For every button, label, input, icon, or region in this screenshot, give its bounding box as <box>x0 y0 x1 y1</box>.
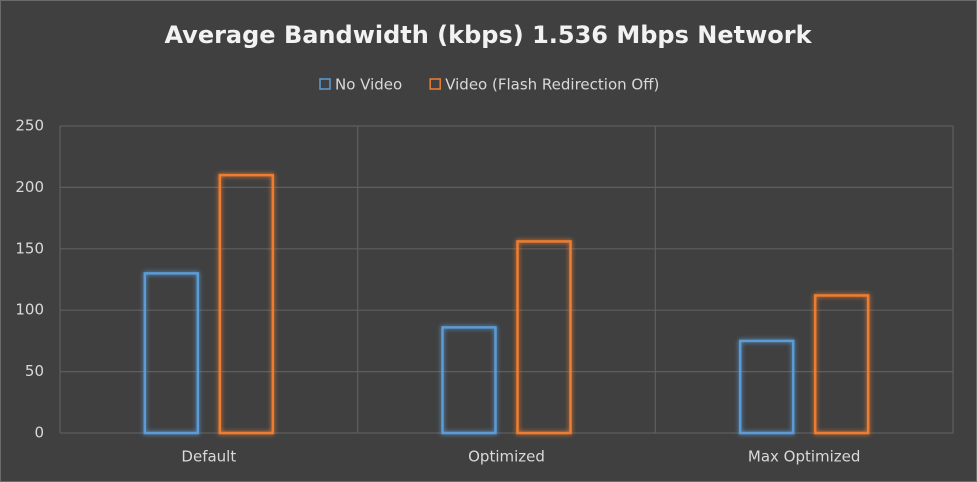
bar <box>441 326 497 435</box>
x-tick-label: Optimized <box>468 448 545 466</box>
legend-swatch <box>429 78 441 90</box>
bar <box>516 240 572 435</box>
y-tick-label: 100 <box>15 301 44 319</box>
legend-label: No Video <box>335 76 402 94</box>
bar <box>143 272 200 435</box>
bar <box>738 339 795 435</box>
legend-swatch <box>319 78 331 90</box>
bar <box>813 294 870 435</box>
y-tick-label: 200 <box>15 178 44 196</box>
bar <box>218 173 275 435</box>
legend-label: Video (Flash Redirection Off) <box>445 76 659 94</box>
x-tick-label: Default <box>181 448 236 466</box>
x-tick-label: Max Optimized <box>748 448 861 466</box>
y-tick-label: 0 <box>34 424 44 442</box>
chart-title: Average Bandwidth (kbps) 1.536 Mbps Netw… <box>164 21 812 49</box>
y-tick-label: 150 <box>15 239 44 257</box>
y-tick-label: 250 <box>15 117 44 135</box>
y-tick-label: 50 <box>25 362 44 380</box>
